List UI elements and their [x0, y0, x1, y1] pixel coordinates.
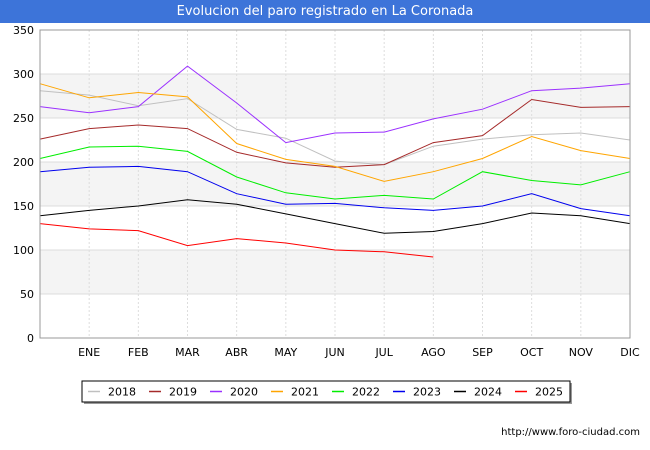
legend-label-2021: 2021	[291, 386, 319, 399]
y-tick-label: 300	[13, 68, 34, 81]
x-tick-label: JUN	[324, 346, 345, 359]
y-tick-label: 200	[13, 156, 34, 169]
legend-label-2022: 2022	[352, 386, 380, 399]
x-tick-label: ENE	[78, 346, 100, 359]
y-tick-label: 350	[13, 24, 34, 37]
x-tick-label: ABR	[225, 346, 248, 359]
series-line-2020	[39, 65, 631, 144]
x-tick-label: DIC	[620, 346, 640, 359]
legend-box	[81, 380, 571, 403]
series-line-2025	[39, 223, 434, 258]
y-tick-label: 0	[27, 332, 34, 345]
series-lines	[39, 65, 631, 258]
x-tick-label: FEB	[128, 346, 149, 359]
series-line-2022	[39, 145, 631, 200]
x-tick-label: OCT	[520, 346, 543, 359]
series-line-2018	[39, 90, 631, 166]
chart-title: Evolucion del paro registrado en La Coro…	[0, 0, 650, 23]
tick-labels: 0 50 100 150 200 250 300 350 ENE FEB MAR ABR MAY JUN J…	[13, 24, 640, 359]
legend-label-2024: 2024	[474, 386, 502, 399]
legend-label-2020: 2020	[230, 386, 258, 399]
source-credit: http://www.foro-ciudad.com	[501, 427, 640, 438]
legend-label-2019: 2019	[169, 386, 197, 399]
y-tick-label: 50	[20, 288, 34, 301]
legend-label-2025: 2025	[535, 386, 563, 399]
legend-label-2018: 2018	[108, 386, 136, 399]
series-line-2024	[39, 199, 631, 234]
x-tick-label: NOV	[569, 346, 594, 359]
x-tick-label: SEP	[472, 346, 493, 359]
legend-label-2023: 2023	[413, 386, 441, 399]
x-tick-label: AGO	[421, 346, 446, 359]
x-tick-label: MAY	[274, 346, 297, 359]
y-tick-label: 250	[13, 112, 34, 125]
axes	[39, 29, 631, 339]
series-line-2019	[39, 98, 631, 168]
x-tick-label: MAR	[175, 346, 200, 359]
legend: 2018 2019 2020 2021 2022 2023 2024 2025	[81, 380, 572, 404]
y-tick-label: 150	[13, 200, 34, 213]
series-line-2023	[39, 165, 631, 217]
series-line-2021	[39, 83, 631, 182]
x-tick-label: JUL	[374, 346, 393, 359]
y-tick-label: 100	[13, 244, 34, 257]
plot-frame	[39, 29, 631, 339]
